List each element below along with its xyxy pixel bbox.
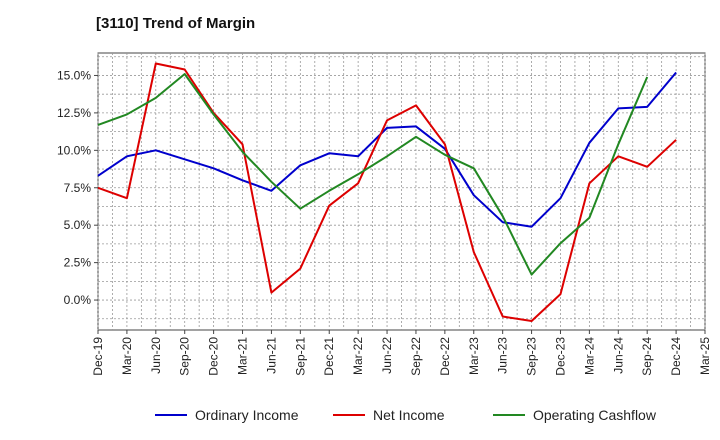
- series-line-operating-cashflow: [97, 73, 649, 276]
- x-tick-label: Jun-21: [264, 337, 278, 374]
- legend: Ordinary Income Net Income Operating Cashf…: [155, 407, 657, 423]
- x-tick-label: Mar-23: [467, 337, 481, 375]
- y-tick-label: 10.0%: [57, 143, 91, 157]
- y-tick-label: 2.5%: [64, 256, 92, 270]
- x-tick-label: Jun-20: [149, 337, 163, 374]
- series-line-ordinary-income: [97, 71, 677, 228]
- x-axis: Dec-19 Mar-20 Jun-20 Sep-20 Dec-20 Mar-21 Jun-…: [91, 330, 712, 376]
- y-tick-label: 7.5%: [64, 181, 92, 195]
- grid-lines: [97, 53, 706, 330]
- x-tick-label: Mar-20: [120, 337, 134, 375]
- x-tick-label: Mar-21: [236, 337, 250, 375]
- chart-title: [3110] Trend of Margin: [96, 15, 256, 32]
- series-line-net-income: [97, 62, 677, 322]
- x-tick-label: Mar-22: [351, 337, 365, 375]
- x-tick-label: Mar-25: [698, 337, 712, 375]
- y-tick-label: 0.0%: [64, 293, 92, 307]
- x-tick-label: Dec-23: [553, 337, 567, 376]
- x-tick-label: Jun-22: [380, 337, 394, 374]
- x-tick-label: Dec-20: [207, 337, 221, 376]
- x-tick-label: Dec-22: [438, 337, 452, 376]
- plot-area: [97, 52, 706, 331]
- x-tick-label: Mar-24: [582, 337, 596, 375]
- x-tick-label: Dec-19: [91, 337, 105, 376]
- x-tick-label: Dec-21: [322, 337, 336, 376]
- x-tick-label: Sep-23: [525, 337, 539, 376]
- y-tick-label: 12.5%: [57, 106, 91, 120]
- x-tick-label: Sep-24: [640, 337, 654, 376]
- y-axis: 0.0% 2.5% 5.0% 7.5% 10.0% 12.5% 15.0%: [57, 68, 98, 307]
- x-tick-label: Sep-22: [409, 337, 423, 376]
- y-tick-label: 15.0%: [57, 68, 91, 82]
- y-tick-label: 5.0%: [64, 218, 92, 232]
- x-tick-label: Dec-24: [669, 337, 683, 376]
- x-tick-label: Sep-21: [293, 337, 307, 376]
- legend-label: Operating Cashflow: [533, 407, 657, 423]
- x-tick-label: Jun-23: [496, 337, 510, 374]
- series-layer: [97, 62, 677, 322]
- x-tick-label: Sep-20: [178, 337, 192, 376]
- legend-label: Net Income: [373, 407, 445, 423]
- x-tick-label: Jun-24: [611, 337, 625, 374]
- plot-frame: [97, 52, 706, 331]
- legend-label: Ordinary Income: [195, 407, 299, 423]
